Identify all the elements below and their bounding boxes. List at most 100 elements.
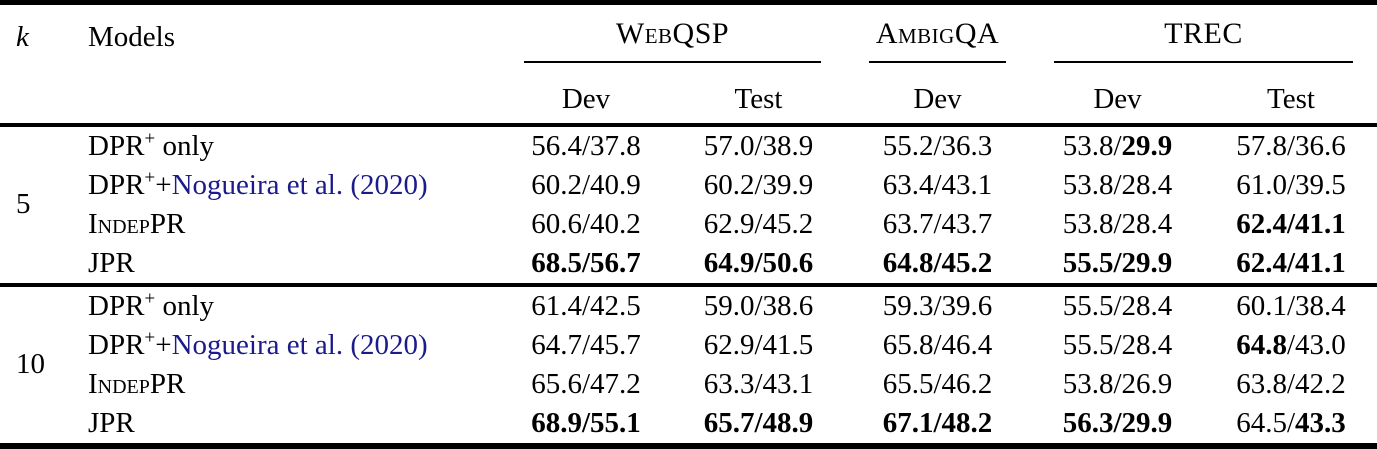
metric-value: 63.3/43.1 [703, 367, 814, 400]
model-cell: DPR++Nogueira et al. (2020) [55, 326, 500, 365]
metric-value: 61.4/42.5 [531, 289, 641, 322]
metric-value: 62.9/41.5 [703, 328, 814, 361]
metric-value: 57.0/38.9 [703, 129, 814, 162]
ambigqa-group-label: AmbigQA [875, 17, 1000, 50]
metric-cell: 64.5/43.3 [1205, 404, 1377, 446]
metric-value: 68.9/55.1 [531, 406, 641, 439]
metric-cell: 60.2/40.9 [500, 166, 672, 205]
superscript-plus: + [144, 288, 156, 310]
metric-value: 53.8/ [1062, 129, 1122, 162]
table-row: IndepPR 60.6/40.2 62.9/45.2 63.7/43.7 53.8/2… [0, 205, 1377, 244]
metric-value: 53.8/28.4 [1062, 168, 1173, 201]
metric-cell: 65.7/48.9 [672, 404, 845, 446]
column-group-ambigqa: AmbigQA [845, 3, 1030, 78]
column-header-trec-dev: Dev [1093, 83, 1142, 116]
model-name: IndepPR [88, 367, 186, 400]
metric-value: 56.3/29.9 [1062, 406, 1173, 439]
metric-value: 62.4/41.1 [1236, 207, 1346, 240]
model-name: DPR [88, 129, 145, 162]
metric-value: 68.5/56.7 [531, 246, 641, 279]
metric-value: 61.0/39.5 [1236, 168, 1346, 201]
metric-cell: 65.8/46.4 [845, 326, 1030, 365]
table-row: 10 DPR+ only 61.4/42.5 59.0/38.6 59.3/39.6 55… [0, 285, 1377, 380]
metric-cell: 57.8/36.6 [1205, 125, 1377, 166]
metric-value: 60.2/40.9 [531, 168, 641, 201]
superscript-plus: + [144, 128, 156, 150]
metric-value: 65.5/46.2 [882, 367, 993, 400]
model-name-suffix: only [155, 289, 215, 322]
group-header-row: k Models WebQSP AmbigQA TREC [0, 3, 1377, 78]
metric-cell: 65.6/47.2 [500, 365, 672, 404]
model-cell: JPR [55, 404, 500, 446]
citation-link[interactable]: Nogueira et al. (2020) [171, 168, 428, 201]
metric-value: 60.6/40.2 [531, 207, 641, 240]
superscript-plus: + [144, 167, 156, 189]
metric-value: 55.2/36.3 [882, 129, 993, 162]
column-group-trec: TREC [1030, 3, 1377, 78]
metric-cell: 60.1/38.4 [1205, 285, 1377, 326]
citation-link[interactable]: Nogueira et al. (2020) [171, 328, 428, 361]
column-header-ambigqa-dev: Dev [913, 83, 962, 116]
metric-cell: 62.4/41.1 [1205, 205, 1377, 244]
model-name: DPR [88, 328, 145, 361]
metric-cell: 56.3/29.9 [1030, 404, 1205, 446]
model-cell: IndepPR [55, 205, 500, 244]
metric-value: 55.5/28.4 [1062, 328, 1173, 361]
webqsp-group-rule: WebQSP [524, 17, 821, 63]
table-row: JPR 68.5/56.7 64.9/50.6 64.8/45.2 55.5/29.9 6… [0, 244, 1377, 285]
metric-cell: 61.0/39.5 [1205, 166, 1377, 205]
table-row: DPR++Nogueira et al. (2020) 60.2/40.9 60.2… [0, 166, 1377, 205]
metric-cell: 60.6/40.2 [500, 205, 672, 244]
metric-cell: 53.8/28.4 [1030, 205, 1205, 244]
table-row: JPR 68.9/55.1 65.7/48.9 67.1/48.2 56.3/29.9 6… [0, 404, 1377, 446]
metric-cell: 53.8/28.4 [1030, 166, 1205, 205]
metric-value: 56.4/37.8 [531, 129, 641, 162]
model-cell: JPR [55, 244, 500, 285]
model-name-suffix: + [155, 168, 172, 201]
metric-value: 62.9/45.2 [703, 207, 814, 240]
metric-cell: 55.5/29.9 [1030, 244, 1205, 285]
metric-cell: 55.5/28.4 [1030, 326, 1205, 365]
metric-value: 62.4/41.1 [1236, 246, 1346, 279]
metric-cell: 55.2/36.3 [845, 125, 1030, 166]
metric-value: /43.0 [1286, 328, 1346, 361]
metric-value: 59.0/38.6 [703, 289, 814, 322]
metric-cell: 55.5/28.4 [1030, 285, 1205, 326]
model-cell: DPR+ only [55, 125, 500, 166]
metric-value: 29.9 [1121, 129, 1173, 162]
k-block-5: 5 DPR+ only 56.4/37.8 57.0/38.9 55.2/36.3 53.… [0, 125, 1377, 285]
metric-cell: 65.5/46.2 [845, 365, 1030, 404]
metric-cell: 59.3/39.6 [845, 285, 1030, 326]
model-name: DPR [88, 289, 145, 322]
metric-cell: 61.4/42.5 [500, 285, 672, 326]
trec-group-rule: TREC [1054, 17, 1354, 63]
k-value: 10 [16, 348, 45, 381]
table-header: k Models WebQSP AmbigQA TREC Dev Test De [0, 3, 1377, 125]
metric-value: 55.5/28.4 [1062, 289, 1173, 322]
metric-cell: 64.9/50.6 [672, 244, 845, 285]
metric-value: 64.8/45.2 [882, 246, 993, 279]
metric-cell: 53.8/29.9 [1030, 125, 1205, 166]
subcolumn-header-row: Dev Test Dev Dev Test [0, 77, 1377, 125]
metric-value: 65.7/48.9 [703, 406, 814, 439]
superscript-plus: + [144, 327, 156, 349]
metric-cell: 57.0/38.9 [672, 125, 845, 166]
metric-value: 63.7/43.7 [882, 207, 993, 240]
metric-cell: 59.0/38.6 [672, 285, 845, 326]
column-header-trec-test: Test [1267, 83, 1315, 116]
metric-cell: 53.8/26.9 [1030, 365, 1205, 404]
metric-cell: 63.7/43.7 [845, 205, 1030, 244]
k-block-10: 10 DPR+ only 61.4/42.5 59.0/38.6 59.3/39.6 55… [0, 285, 1377, 446]
metric-value: 64.7/45.7 [531, 328, 641, 361]
trec-group-label: TREC [1164, 17, 1243, 50]
metric-value: 65.6/47.2 [531, 367, 641, 400]
k-value: 5 [16, 188, 31, 221]
metric-value: 64.9/50.6 [703, 246, 814, 279]
metric-cell: 63.8/42.2 [1205, 365, 1377, 404]
model-name: DPR [88, 168, 145, 201]
model-cell: DPR+ only [55, 285, 500, 326]
metric-cell: 68.5/56.7 [500, 244, 672, 285]
metric-value: 63.8/42.2 [1236, 367, 1346, 400]
